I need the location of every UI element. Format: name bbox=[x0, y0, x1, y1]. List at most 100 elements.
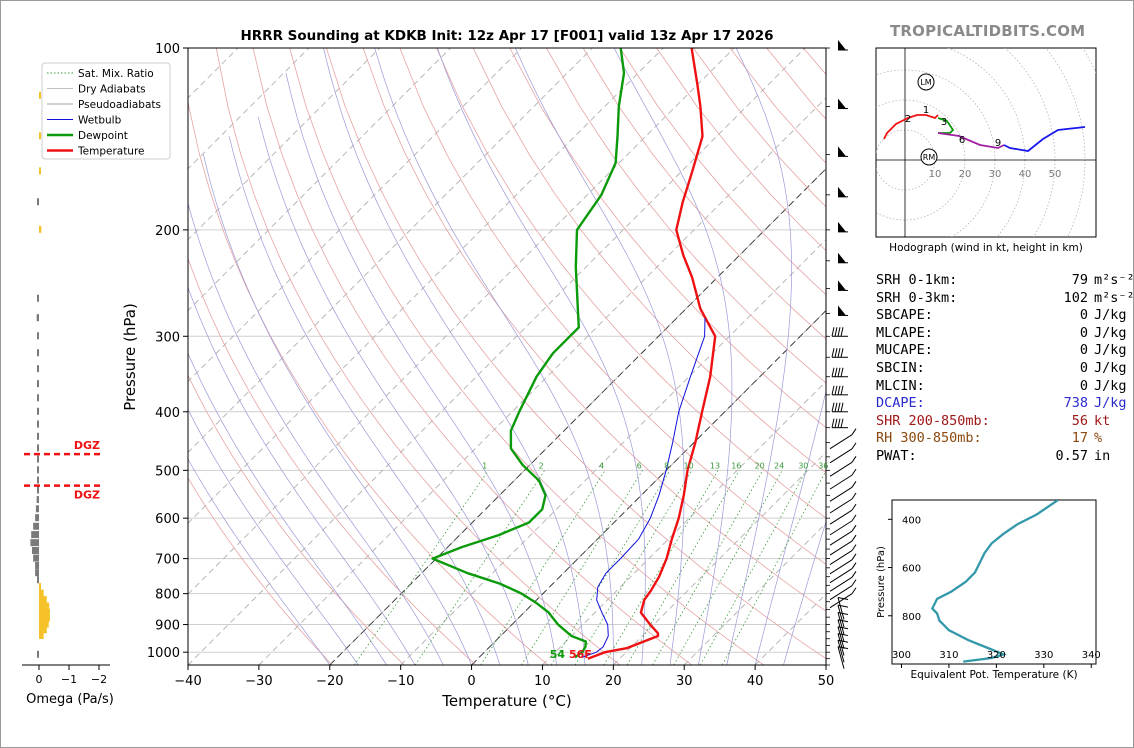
mixing-ratio-line bbox=[480, 470, 606, 665]
omega-bar bbox=[37, 349, 39, 357]
index-unit: J/kg bbox=[1094, 395, 1127, 412]
wind-barb-flag bbox=[838, 221, 846, 232]
wind-barb-feather bbox=[834, 327, 838, 337]
theta-e-ticks: 400 600 800 300 310 320 330 340 bbox=[888, 515, 1101, 668]
wind-barb-feather bbox=[831, 385, 835, 395]
moist-adiabat bbox=[323, 48, 586, 665]
omega-tick-label: 0 bbox=[36, 673, 43, 686]
dry-adiabat bbox=[582, 48, 826, 340]
index-value: 0.57 bbox=[1055, 447, 1088, 464]
mixing-ratio-line bbox=[721, 470, 826, 665]
wind-barb bbox=[829, 481, 857, 502]
wind-barb-feather bbox=[837, 619, 849, 623]
legend-label: Temperature bbox=[77, 146, 145, 158]
omega-bar bbox=[30, 539, 39, 547]
wind-barb bbox=[838, 40, 848, 51]
hodograph-ring-label: 10 bbox=[929, 169, 942, 180]
wind-barb-staff bbox=[837, 633, 845, 656]
index-label: MLCAPE: bbox=[876, 324, 933, 341]
wind-barb bbox=[837, 633, 849, 656]
dry-adiabat bbox=[546, 48, 826, 384]
moist-adiabat bbox=[188, 352, 387, 665]
profile-dewpoint bbox=[431, 48, 626, 659]
wind-barb-feather bbox=[837, 639, 849, 643]
index-unit: J/kg bbox=[1094, 359, 1127, 376]
mixing-ratio-label: 36 bbox=[818, 461, 828, 470]
wind-barb-feather bbox=[851, 442, 857, 450]
x-tick-label: −10 bbox=[387, 674, 414, 689]
wind-barb-feather bbox=[851, 587, 857, 594]
omega-bar bbox=[31, 531, 39, 539]
mixing-ratio-label: 6 bbox=[637, 461, 642, 470]
dry-adiabat bbox=[436, 48, 826, 519]
wind-barb-staff bbox=[837, 640, 845, 663]
wind-barb-feather bbox=[851, 571, 857, 578]
wind-barb-staff bbox=[829, 498, 853, 514]
wind-barb-feather bbox=[837, 646, 849, 650]
index-label: SBCAPE: bbox=[876, 307, 933, 324]
x-tick-label: 30 bbox=[676, 674, 693, 689]
hodograph-ring-label: 20 bbox=[959, 169, 972, 180]
wind-barb-feather bbox=[837, 418, 841, 428]
rm-label: RM bbox=[923, 153, 936, 162]
wind-barb-feather bbox=[840, 367, 844, 377]
hodograph-trace bbox=[937, 117, 955, 134]
index-row: PWAT: 0.57 in bbox=[876, 448, 1134, 466]
omega-bar bbox=[37, 332, 39, 340]
isotherm-line bbox=[188, 48, 735, 595]
mixing-ratio-label: 20 bbox=[755, 461, 765, 470]
index-unit: in bbox=[1094, 447, 1111, 464]
mixing-ratio-line bbox=[353, 470, 489, 665]
wind-barb-staff bbox=[829, 540, 853, 556]
dgz-label-top: DGZ bbox=[74, 439, 100, 452]
wind-barb-feather bbox=[834, 367, 838, 377]
wind-barb bbox=[829, 514, 857, 536]
wind-barb-staff bbox=[829, 576, 853, 592]
hodograph-height-label: 3 bbox=[941, 117, 947, 128]
index-value: 0 bbox=[1079, 342, 1088, 359]
wind-barb bbox=[829, 456, 857, 477]
skewt-profiles bbox=[431, 48, 717, 660]
wind-barb bbox=[831, 348, 848, 358]
index-row: SBCIN: 0 J/kg bbox=[876, 360, 1134, 378]
x-tick-label: 20 bbox=[605, 674, 622, 689]
index-row: SRH 0-3km: 102 m²s⁻² bbox=[876, 290, 1134, 308]
wind-barb bbox=[829, 579, 857, 601]
wind-barb-flag bbox=[838, 186, 846, 197]
legend-label: Pseudoadiabats bbox=[78, 99, 161, 111]
wind-barb bbox=[838, 98, 848, 110]
omega-bar bbox=[37, 420, 39, 428]
hodograph-height-label: 1 bbox=[923, 105, 929, 116]
wind-barb-feather bbox=[851, 514, 857, 522]
x-tick-label: −30 bbox=[245, 674, 272, 689]
dgz-label-bottom: DGZ bbox=[74, 489, 100, 502]
omega-bar bbox=[36, 496, 39, 504]
mixing-ratio-line bbox=[521, 470, 643, 665]
wind-barb-feather bbox=[851, 579, 857, 586]
index-label: SRH 0-1km: bbox=[876, 272, 958, 288]
wind-barb-feather bbox=[831, 348, 835, 358]
theta-y-tick-label: 800 bbox=[902, 612, 921, 623]
wind-barb-staff bbox=[829, 461, 853, 477]
wind-barb bbox=[829, 562, 857, 584]
mixing-ratio-line bbox=[652, 470, 764, 665]
wind-barb bbox=[837, 604, 849, 628]
wind-barb bbox=[829, 503, 857, 525]
wind-barb-feather bbox=[834, 385, 838, 395]
isotherm-key-line bbox=[329, 168, 826, 665]
theta-e-trace bbox=[930, 500, 1059, 663]
omega-bar bbox=[37, 455, 39, 463]
index-label: DCAPE: bbox=[876, 395, 925, 412]
wind-barb-feather bbox=[831, 402, 835, 412]
wind-barb bbox=[838, 252, 848, 264]
wind-barb-staff bbox=[829, 593, 853, 609]
omega-bar bbox=[39, 91, 41, 99]
wind-barb-feather bbox=[840, 348, 844, 358]
mixing-ratio-label: 24 bbox=[774, 461, 784, 470]
index-row: SRH 0-1km: 79 m²s⁻² bbox=[876, 272, 1134, 290]
mixing-ratio-label: 4 bbox=[599, 461, 604, 470]
dry-adiabat bbox=[215, 48, 621, 665]
wind-barbs bbox=[829, 40, 857, 669]
isotherm-line bbox=[258, 97, 826, 665]
